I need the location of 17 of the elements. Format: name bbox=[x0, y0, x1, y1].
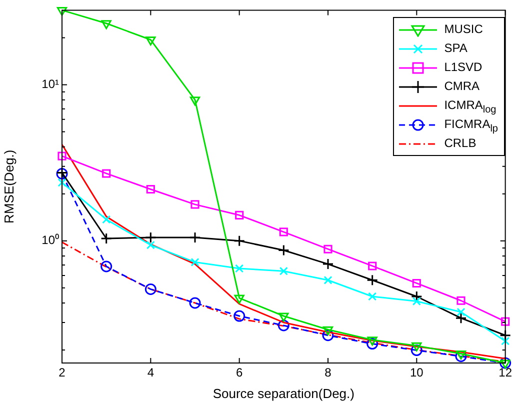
x-tick-label: 8 bbox=[324, 366, 332, 380]
legend-label: ICMRA$_{log}$ bbox=[444, 98, 496, 116]
legend-label: CRLB bbox=[444, 136, 476, 150]
x-tick-label: 12 bbox=[498, 366, 512, 380]
y-tick-label: 10⁰ bbox=[42, 233, 59, 248]
y-axis-title: RMSE(Deg.) bbox=[1, 150, 16, 224]
legend-label: MUSIC bbox=[444, 22, 483, 36]
x-tick-label: 2 bbox=[58, 366, 66, 380]
legend-label: SPA bbox=[444, 41, 468, 55]
legend-label: CMRA bbox=[444, 79, 480, 93]
legend-label: L1SVD bbox=[444, 60, 482, 74]
x-tick-label: 10 bbox=[410, 366, 424, 380]
x-tick-label: 4 bbox=[147, 366, 154, 380]
x-axis-title: Source separation(Deg.) bbox=[212, 386, 354, 401]
legend-label: FICMRA$_{lp}$ bbox=[444, 117, 498, 134]
x-tick-label: 6 bbox=[236, 366, 243, 380]
y-tick-label: 10¹ bbox=[42, 77, 60, 92]
